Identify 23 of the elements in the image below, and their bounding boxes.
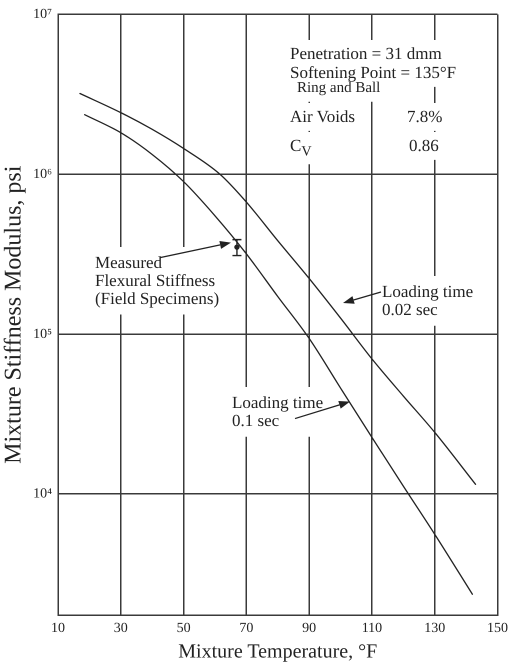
y-axis-title: Mixture Stiffness Modulus, psi (0, 165, 27, 464)
annotation: C$_{V}$ (290, 136, 312, 160)
y-tick-label: 10⁶ (33, 166, 52, 182)
y-tick-label: 10⁷ (33, 7, 52, 22)
x-tick-label: 10 (51, 621, 65, 636)
x-tick-label: 30 (114, 621, 128, 636)
y-tick-label: 10⁵ (33, 326, 52, 342)
x-tick-label: 90 (302, 621, 316, 636)
annotation: Air Voids (290, 107, 356, 126)
annotation: 0.86 (409, 136, 439, 155)
y-tick-label: 10⁴ (33, 486, 52, 502)
annotation: 7.8% (407, 107, 442, 126)
series-label: Loading time 0.1 sec (232, 393, 324, 430)
x-tick-label: 50 (176, 621, 191, 636)
x-tick-label: 70 (239, 621, 254, 636)
x-axis-title: Mixture Temperature, °F (178, 640, 378, 662)
annotation: Penetration = 31 dmm (290, 44, 442, 63)
x-tick-label: 130 (424, 621, 446, 636)
x-tick-label: 110 (362, 621, 382, 636)
annotation: Softening Point = 135°F (290, 63, 456, 82)
series-label: Measured Flexural Stiffness (Field Specimens) (95, 253, 220, 308)
x-tick-label: 150 (487, 621, 508, 636)
legend-label: Loading time 0.02 sec (382, 282, 474, 319)
